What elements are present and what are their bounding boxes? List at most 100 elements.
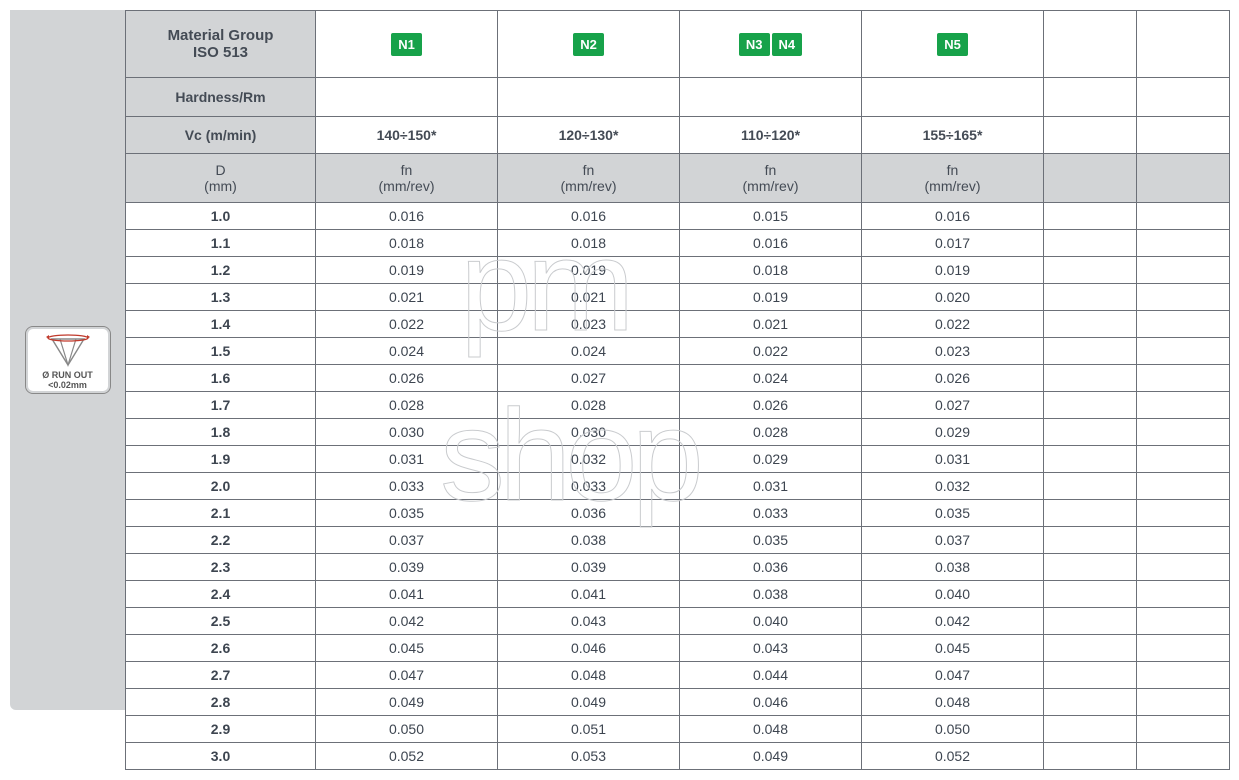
hdr-matgroup-l2: ISO 513 (193, 44, 248, 61)
material-chip: N5 (937, 33, 968, 56)
runout-label-2: <0.02mm (28, 381, 108, 391)
cell-diameter: 1.5 (126, 338, 316, 365)
cell-fn: 0.042 (862, 608, 1044, 635)
cell-diameter: 1.8 (126, 419, 316, 446)
hdr-chips-n1: N1 (316, 11, 498, 78)
cell-empty (1044, 338, 1137, 365)
cell-fn: 0.037 (862, 527, 1044, 554)
cell-fn: 0.036 (498, 500, 680, 527)
cell-fn: 0.024 (680, 365, 862, 392)
cell-diameter: 2.3 (126, 554, 316, 581)
cell-empty (1137, 581, 1230, 608)
cell-empty (1137, 689, 1230, 716)
table-row: 1.80.0300.0300.0280.029 (126, 419, 1230, 446)
cell-empty (1137, 419, 1230, 446)
material-chip: N4 (772, 33, 803, 56)
cell-fn: 0.048 (680, 716, 862, 743)
cell-fn: 0.047 (862, 662, 1044, 689)
cell-fn: 0.046 (498, 635, 680, 662)
runout-badge: Ø RUN OUT <0.02mm (25, 326, 111, 394)
cell-fn: 0.052 (862, 743, 1044, 770)
cell-diameter: 1.0 (126, 203, 316, 230)
cell-fn: 0.030 (498, 419, 680, 446)
cell-diameter: 2.8 (126, 689, 316, 716)
cell-empty (1137, 392, 1230, 419)
vc-n2: 120÷130* (498, 117, 680, 154)
cell-diameter: 1.4 (126, 311, 316, 338)
cell-fn: 0.053 (498, 743, 680, 770)
cell-diameter: 2.5 (126, 608, 316, 635)
cell-fn: 0.041 (498, 581, 680, 608)
cell-diameter: 3.0 (126, 743, 316, 770)
cell-fn: 0.038 (498, 527, 680, 554)
cell-fn: 0.023 (498, 311, 680, 338)
cell-fn: 0.029 (862, 419, 1044, 446)
cell-fn: 0.049 (680, 743, 862, 770)
cell-fn: 0.016 (316, 203, 498, 230)
material-chip: N2 (573, 33, 604, 56)
cell-fn: 0.038 (680, 581, 862, 608)
cell-empty (1044, 554, 1137, 581)
cell-empty (1044, 689, 1137, 716)
cell-fn: 0.018 (498, 230, 680, 257)
cell-empty (1137, 716, 1230, 743)
tool-runout-icon (40, 331, 96, 369)
cell-fn: 0.031 (680, 473, 862, 500)
cell-fn: 0.033 (680, 500, 862, 527)
cell-fn: 0.019 (862, 257, 1044, 284)
vc-n1: 140÷150* (316, 117, 498, 154)
cell-fn: 0.052 (316, 743, 498, 770)
table-row: 1.60.0260.0270.0240.026 (126, 365, 1230, 392)
table-row: 2.10.0350.0360.0330.035 (126, 500, 1230, 527)
cell-empty (1044, 257, 1137, 284)
table-row: 1.90.0310.0320.0290.031 (126, 446, 1230, 473)
cell-fn: 0.018 (680, 257, 862, 284)
table-row: 1.40.0220.0230.0210.022 (126, 311, 1230, 338)
cell-fn: 0.026 (680, 392, 862, 419)
cell-fn: 0.046 (680, 689, 862, 716)
cell-diameter: 2.1 (126, 500, 316, 527)
table-row: 2.60.0450.0460.0430.045 (126, 635, 1230, 662)
cell-fn: 0.022 (862, 311, 1044, 338)
cell-empty (1137, 608, 1230, 635)
hdr-fn-4: fn(mm/rev) (862, 154, 1044, 203)
cell-diameter: 1.2 (126, 257, 316, 284)
cell-fn: 0.044 (680, 662, 862, 689)
hdr-fn-3: fn(mm/rev) (680, 154, 862, 203)
cell-empty (1044, 419, 1137, 446)
cell-fn: 0.035 (680, 527, 862, 554)
cell-diameter: 2.0 (126, 473, 316, 500)
cell-fn: 0.022 (680, 338, 862, 365)
cell-fn: 0.041 (316, 581, 498, 608)
cell-fn: 0.040 (680, 608, 862, 635)
cell-diameter: 1.7 (126, 392, 316, 419)
cell-empty (1044, 311, 1137, 338)
table-row: 1.20.0190.0190.0180.019 (126, 257, 1230, 284)
cell-fn: 0.018 (316, 230, 498, 257)
cell-fn: 0.028 (680, 419, 862, 446)
cell-empty (1137, 662, 1230, 689)
cell-fn: 0.043 (498, 608, 680, 635)
cell-fn: 0.015 (680, 203, 862, 230)
cell-empty (1137, 446, 1230, 473)
cell-fn: 0.016 (498, 203, 680, 230)
cell-empty (1137, 284, 1230, 311)
table-row: 2.30.0390.0390.0360.038 (126, 554, 1230, 581)
cell-fn: 0.045 (316, 635, 498, 662)
cell-empty (1044, 230, 1137, 257)
cell-fn: 0.033 (316, 473, 498, 500)
cell-fn: 0.033 (498, 473, 680, 500)
cell-fn: 0.032 (498, 446, 680, 473)
cell-fn: 0.028 (316, 392, 498, 419)
cell-empty (1137, 338, 1230, 365)
cell-empty (1044, 365, 1137, 392)
data-body: 1.00.0160.0160.0150.0161.10.0180.0180.01… (126, 203, 1230, 770)
vc-n5: 155÷165* (862, 117, 1044, 154)
cell-fn: 0.020 (862, 284, 1044, 311)
hdr-empty (1044, 11, 1137, 78)
cell-empty (1137, 527, 1230, 554)
table-row: 1.30.0210.0210.0190.020 (126, 284, 1230, 311)
cell-diameter: 1.6 (126, 365, 316, 392)
cell-fn: 0.049 (498, 689, 680, 716)
vc-n3: 110÷120* (680, 117, 862, 154)
